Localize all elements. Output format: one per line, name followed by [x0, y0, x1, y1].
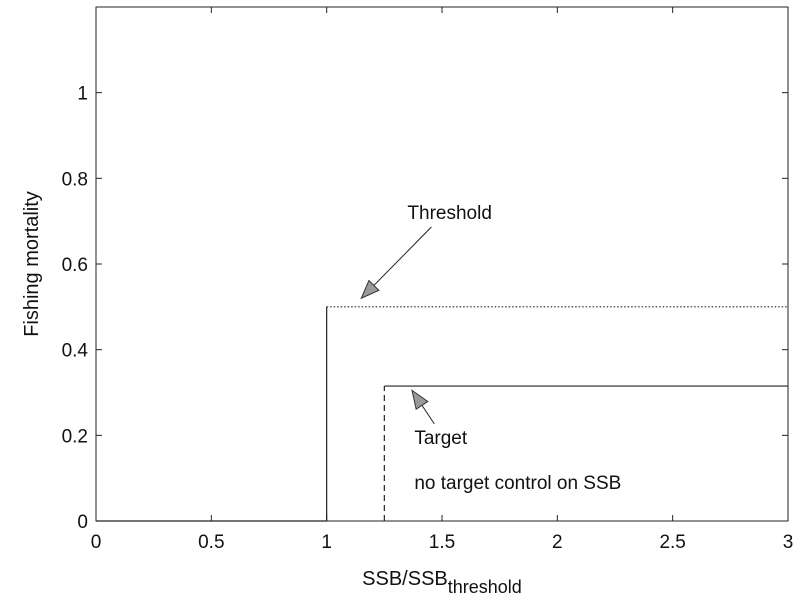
x-tick-label: 0.5: [198, 532, 224, 553]
series-group: [96, 306, 788, 522]
y-tick-label: 0.6: [62, 255, 88, 276]
y-tick-label: 0.4: [62, 341, 89, 362]
arrow-head-icon: [411, 389, 429, 411]
x-tick-label: 1.5: [429, 532, 455, 553]
y-tick-label: 0: [77, 512, 88, 533]
annotation-text: Target: [414, 428, 468, 449]
arrow-head-icon: [360, 279, 380, 300]
annotation-text: no target control on SSB: [414, 473, 621, 494]
x-tick-label: 1: [321, 532, 332, 553]
x-tick-label: 2: [552, 532, 563, 553]
x-tick-label: 0: [91, 532, 102, 553]
annotations: Threshold Target no target control on SSB: [360, 203, 621, 494]
x-axis-label-subscript: threshold: [448, 577, 522, 597]
y-tick-label: 0.2: [62, 426, 88, 447]
annotation-text: Threshold: [407, 203, 492, 224]
y-tick-label: 0.8: [62, 169, 88, 190]
x-tick-label: 2.5: [659, 532, 685, 553]
x-tick-label: 3: [783, 532, 794, 553]
x-axis: 0 0.5 1 1.5 2 2.5 3: [91, 7, 794, 553]
y-tick-label: 1: [77, 84, 88, 105]
y-axis: 0 0.2 0.4 0.6 0.8 1: [62, 84, 788, 533]
y-axis-label: Fishing mortality: [21, 191, 43, 337]
x-axis-label: SSB/SSBthreshold: [362, 568, 522, 597]
